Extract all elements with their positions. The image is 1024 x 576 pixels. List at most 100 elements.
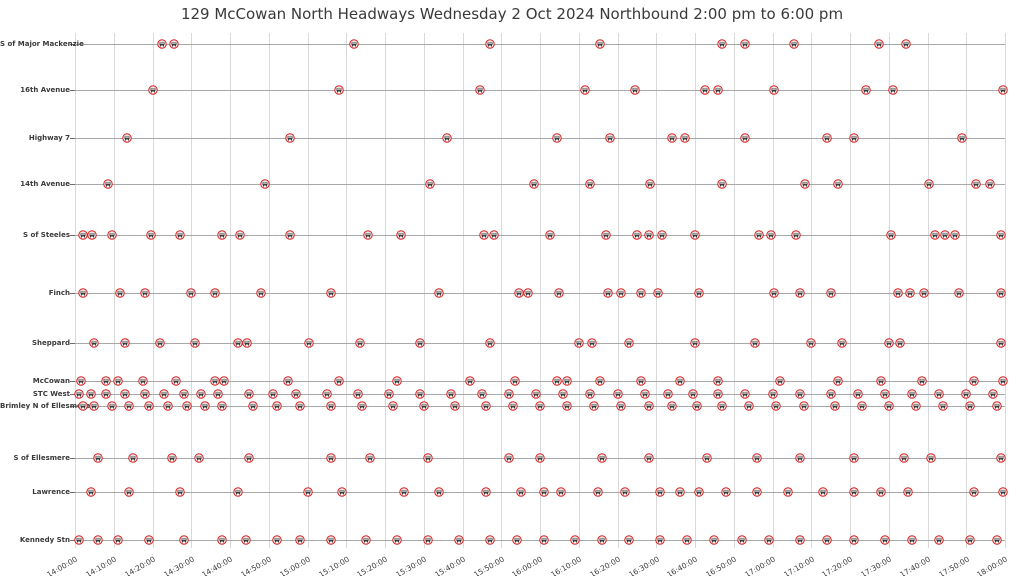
bus-icon — [78, 401, 88, 411]
bus-icon — [998, 376, 1008, 386]
bus-icon — [996, 338, 1006, 348]
bus-icon — [531, 389, 541, 399]
bus-icon — [200, 401, 210, 411]
bus-icon — [574, 338, 584, 348]
bus-icon — [713, 85, 723, 95]
bus-icon — [901, 39, 911, 49]
bus-icon — [163, 401, 173, 411]
bus-icon — [849, 133, 859, 143]
bus-icon — [998, 487, 1008, 497]
time-gridline — [268, 33, 270, 548]
bus-icon — [481, 401, 491, 411]
bus-icon — [291, 389, 301, 399]
bus-icon — [585, 389, 596, 399]
bus-icon — [194, 453, 204, 463]
station-label: S of Major Mackenzie — [0, 40, 84, 48]
bus-icon — [597, 535, 607, 545]
bus-icon — [806, 338, 816, 348]
bus-icon — [674, 487, 685, 497]
bus-icon — [233, 487, 243, 497]
bus-icon — [769, 85, 780, 95]
bus-icon — [140, 288, 150, 298]
bus-icon — [818, 487, 828, 497]
bus-icon — [938, 401, 948, 411]
time-gridline — [230, 33, 231, 548]
bus-icon — [248, 401, 258, 411]
bus-icon — [893, 288, 904, 298]
bus-icon — [643, 230, 654, 240]
bus-icon — [484, 338, 495, 348]
bus-icon — [484, 39, 495, 49]
bus-icon — [690, 338, 700, 348]
bus-icon — [539, 535, 549, 545]
bus-icon — [322, 389, 332, 399]
bus-icon — [364, 453, 375, 463]
bus-icon — [112, 535, 123, 545]
bus-icon — [653, 288, 663, 298]
bus-icon — [752, 487, 762, 497]
bus-icon — [667, 133, 677, 143]
station-tick — [70, 138, 75, 139]
time-gridline — [888, 33, 890, 548]
bus-icon — [971, 179, 981, 189]
bus-icon — [124, 487, 134, 497]
bus-icon — [717, 179, 727, 189]
x-tick-label: 16:00:00 — [510, 554, 545, 576]
bus-icon — [512, 535, 522, 545]
bus-icon — [434, 288, 444, 298]
station-label: Finch — [48, 289, 70, 297]
bus-icon — [544, 230, 555, 240]
station-line — [75, 293, 1005, 294]
bus-icon — [424, 179, 435, 189]
bus-icon — [597, 453, 607, 463]
bus-icon — [415, 338, 425, 348]
bus-icon — [326, 535, 336, 545]
bus-icon — [957, 133, 968, 143]
bus-icon — [171, 376, 181, 386]
station-tick — [70, 90, 75, 91]
bus-icon — [147, 85, 158, 95]
time-gridline — [733, 33, 735, 548]
x-tick-label: 16:40:00 — [665, 554, 700, 576]
bus-icon — [717, 39, 727, 49]
bus-icon — [701, 453, 712, 463]
bus-icon — [624, 535, 634, 545]
time-gridline — [75, 33, 76, 548]
station-label: Brimley N of Ellesmere — [0, 402, 90, 410]
bus-icon — [589, 401, 599, 411]
bus-icon — [446, 389, 456, 399]
bus-icon — [159, 389, 169, 399]
bus-icon — [167, 453, 177, 463]
bus-icon — [926, 453, 937, 463]
bus-icon — [481, 487, 491, 497]
bus-icon — [750, 338, 760, 348]
bus-icon — [419, 401, 429, 411]
bus-icon — [112, 376, 123, 386]
station-tick — [70, 458, 75, 459]
bus-icon — [196, 389, 206, 399]
bus-icon — [85, 389, 96, 399]
bus-icon — [353, 389, 363, 399]
bus-icon — [791, 230, 801, 240]
x-tick-label: 15:40:00 — [433, 554, 467, 576]
station-label: 14th Avenue — [20, 180, 70, 188]
x-tick-label: 18:00:00 — [975, 554, 1010, 576]
bus-icon — [740, 389, 751, 399]
bus-icon — [996, 453, 1006, 463]
bus-icon — [907, 535, 917, 545]
bus-icon — [217, 230, 227, 240]
bus-icon — [355, 338, 365, 348]
bus-icon — [145, 230, 156, 240]
bus-icon — [510, 376, 520, 386]
station-tick — [70, 540, 75, 541]
station-label: STC West — [32, 390, 70, 398]
bus-icon — [630, 85, 640, 95]
bus-icon — [450, 401, 460, 411]
bus-icon — [267, 389, 278, 399]
bus-icon — [579, 85, 590, 95]
bus-icon — [885, 230, 896, 240]
bus-icon — [391, 535, 402, 545]
bus-icon — [508, 401, 518, 411]
x-tick-label: 17:10:00 — [781, 554, 816, 576]
bus-icon — [585, 179, 596, 189]
